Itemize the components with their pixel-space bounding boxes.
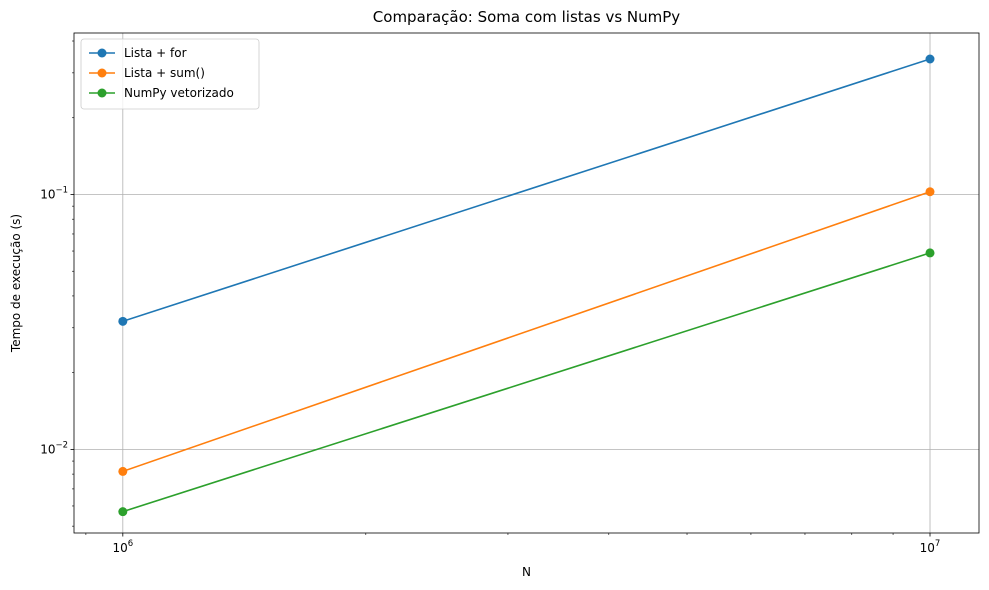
- y-tick-label-0: 10−2: [40, 440, 68, 456]
- legend-frame: [80, 38, 260, 110]
- series-2-point-0: [118, 507, 128, 517]
- series-1-point-1: [925, 187, 935, 197]
- series-line-2: [122, 252, 931, 513]
- series-2-point-1: [925, 248, 935, 258]
- legend-swatch-marker-1: [97, 68, 107, 78]
- series-0-point-1: [925, 54, 935, 64]
- axis-ticks: 106 107 10−2 10−1: [40, 185, 940, 555]
- x-tick-label-0: 106: [112, 539, 133, 555]
- x-axis-label: N: [522, 565, 531, 579]
- series-0-point-0: [118, 316, 128, 326]
- legend-label-1: Lista + sum(): [124, 66, 205, 80]
- series-line-1: [122, 190, 931, 473]
- series-1-point-0: [118, 466, 128, 476]
- y-tick-label-1: 10−1: [40, 185, 68, 201]
- legend-swatch-marker-2: [97, 88, 107, 98]
- y-axis-label: Tempo de execução (s): [9, 214, 23, 353]
- grid: [74, 33, 979, 533]
- series-group: [118, 54, 935, 517]
- chart-title: Comparação: Soma com listas vs NumPy: [373, 8, 680, 26]
- legend-label-2: NumPy vetorizado: [124, 86, 234, 100]
- x-tick-label-1: 107: [920, 539, 941, 555]
- series-line-0: [122, 58, 931, 323]
- legend-label-0: Lista + for: [124, 46, 187, 60]
- plot-frame: [73, 32, 980, 534]
- legend: Lista + for Lista + sum() NumPy vetorizado: [80, 38, 260, 110]
- legend-swatch-marker-0: [97, 48, 107, 58]
